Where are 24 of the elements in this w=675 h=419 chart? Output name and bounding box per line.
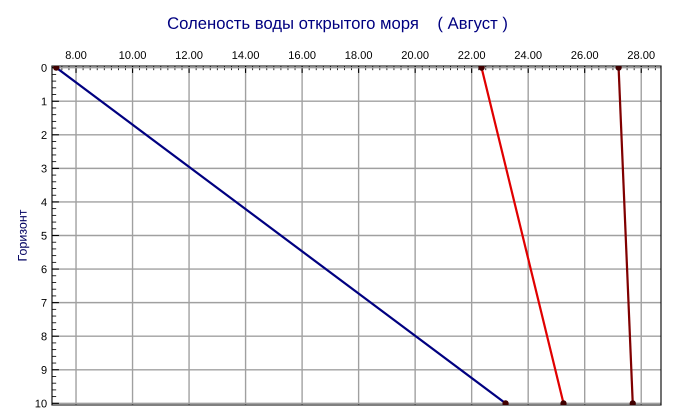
y-tick-label: 5	[41, 232, 47, 240]
chart-title: Соленость воды открытого моря ( Август )	[168, 16, 507, 32]
x-tick-label: 24.00	[514, 51, 542, 59]
y-tick-label: 8	[41, 332, 47, 340]
y-tick-label: 9	[41, 366, 47, 374]
x-tick-label: 20.00	[402, 51, 429, 59]
y-tick-label: 10	[36, 400, 47, 408]
y-tick-label: 0	[41, 64, 47, 72]
x-tick-label: 22.00	[458, 51, 486, 59]
y-axis-title: Горизонт	[18, 210, 30, 260]
y-tick-label: 2	[42, 131, 47, 139]
x-tick-label: 18.00	[346, 51, 372, 59]
x-tick-label: 28.00	[628, 51, 655, 59]
y-tick-label: 3	[41, 164, 47, 173]
x-tick-label: 14.00	[232, 51, 260, 59]
x-tick-label: 16.00	[289, 51, 316, 59]
x-tick-label: 26.00	[571, 51, 598, 59]
y-tick-label: 4	[41, 198, 47, 206]
y-tick-label: 6	[42, 265, 47, 274]
x-tick-label: 12.00	[176, 51, 203, 59]
y-tick-label: 7	[42, 299, 47, 307]
x-tick-label: 8.00	[66, 51, 86, 59]
y-tick-label: 1	[42, 98, 47, 106]
x-tick-label: 10.00	[119, 51, 146, 59]
